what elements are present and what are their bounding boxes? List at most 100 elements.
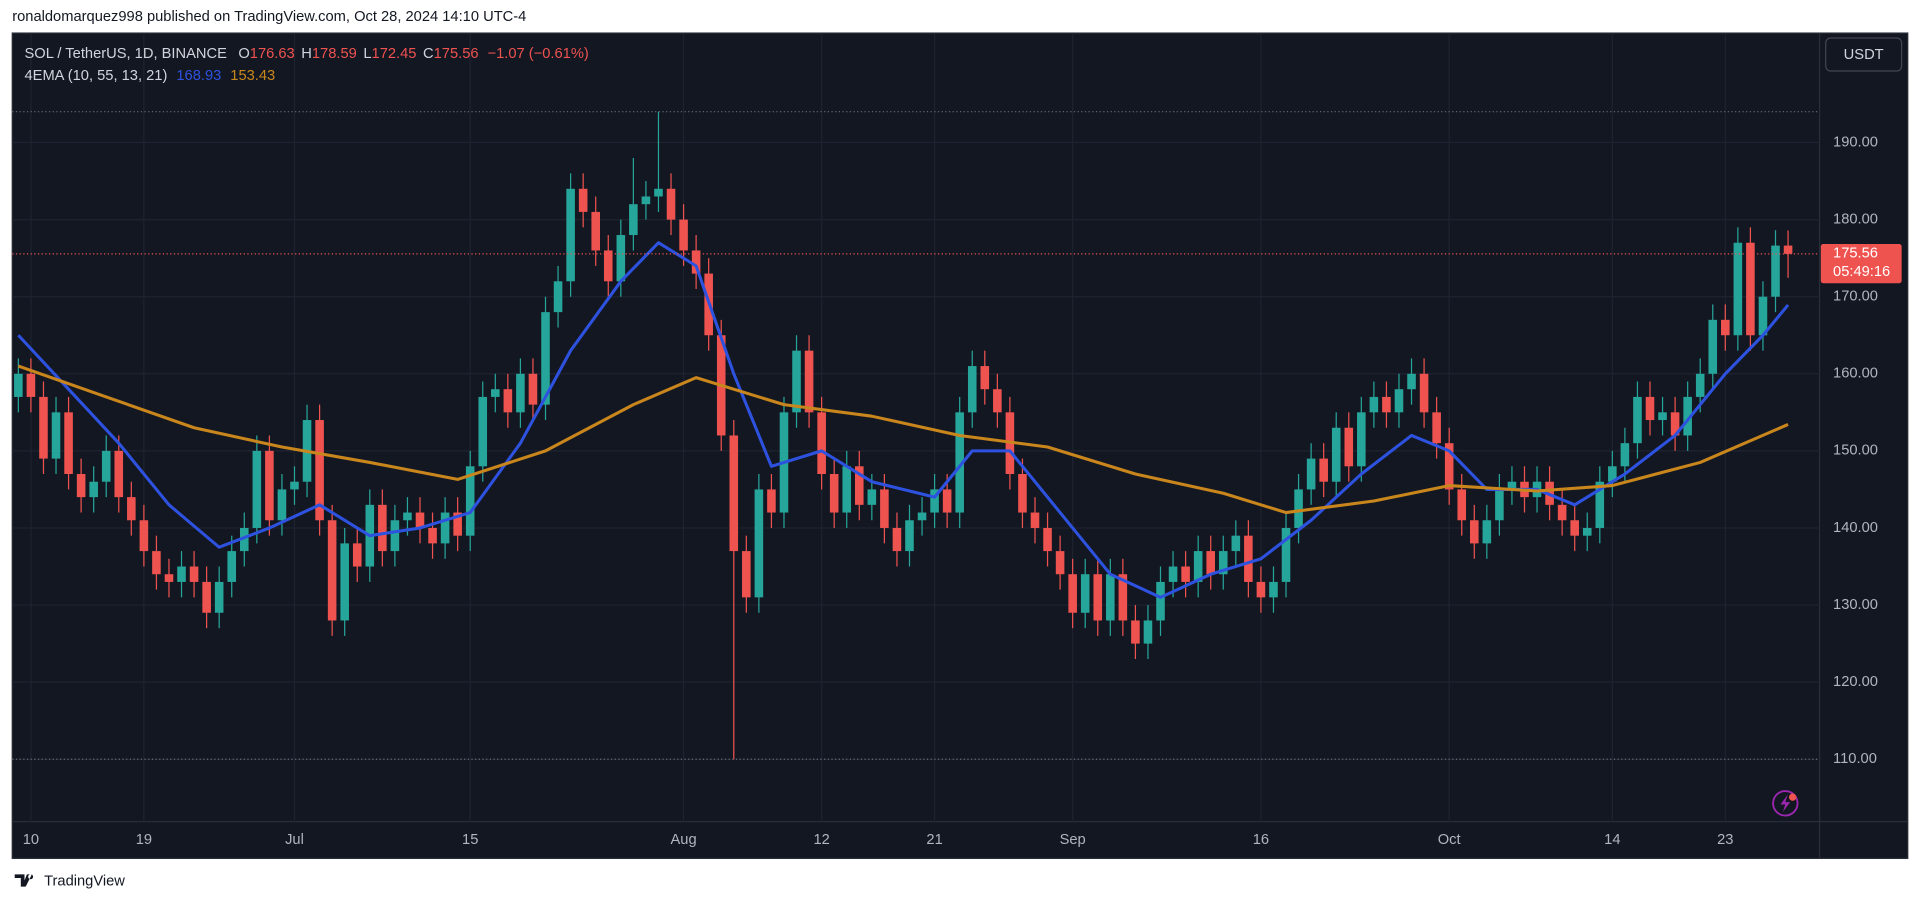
candle-body — [1582, 527, 1592, 536]
ohlc-label: O — [238, 46, 249, 62]
y-tick-label: 130.00 — [1833, 597, 1878, 613]
candle-body — [654, 188, 663, 197]
legend: SOL / TetherUS, 1D, BINANCE O176.63 H178… — [24, 46, 588, 62]
candle-body — [516, 373, 525, 413]
candle-body — [478, 396, 488, 467]
ohlc-value: 178.59 — [312, 46, 357, 62]
candle-body — [729, 435, 739, 552]
candle-body — [829, 474, 839, 513]
candle-body — [1470, 520, 1479, 544]
candle-body — [1457, 489, 1467, 521]
candle-body — [679, 219, 688, 251]
candle-body — [616, 235, 626, 282]
ohlc-value: 172.45 — [372, 46, 417, 62]
candle-body — [1419, 373, 1429, 413]
candle-body — [1758, 296, 1768, 336]
candle-body — [1733, 242, 1743, 336]
candle-body — [1495, 489, 1504, 521]
candle-body — [980, 366, 990, 390]
candle-body — [327, 520, 337, 621]
x-tick-label: Aug — [671, 832, 697, 848]
indicator-legend: 4EMA (10, 55, 13, 21) 168.93 153.43 — [24, 68, 275, 84]
candle-body — [39, 396, 48, 459]
candle-body — [666, 188, 676, 220]
currency[interactable]: USDT — [1844, 47, 1884, 63]
candle-body — [440, 512, 450, 544]
candle-body — [1218, 551, 1228, 575]
candle-body — [214, 581, 224, 613]
y-tick-label: 180.00 — [1833, 211, 1878, 227]
x-tick-label: Sep — [1060, 832, 1086, 848]
ema-line — [17, 364, 1789, 515]
candle-body — [1106, 574, 1115, 621]
countdown: 05:49:16 — [1833, 264, 1890, 280]
price-tag-label: 175.56 — [1833, 246, 1878, 262]
candle-body — [905, 520, 914, 552]
candle-body — [767, 489, 776, 513]
grid — [12, 33, 1820, 822]
candle-body — [14, 373, 23, 397]
candle-body — [1319, 458, 1328, 482]
change: −1.07 (−0.61%) — [488, 46, 589, 62]
candle-body — [1331, 427, 1341, 482]
candle-body — [1294, 489, 1303, 528]
candle-body — [880, 489, 889, 528]
indicator-value: 153.43 — [230, 68, 275, 84]
candle-body — [453, 512, 462, 536]
candle-body — [967, 366, 977, 413]
candle-body — [1407, 373, 1416, 390]
candle-body — [1771, 245, 1780, 297]
marks — [12, 111, 1820, 760]
candle-body — [390, 520, 400, 552]
ohlc-value: 175.56 — [434, 46, 479, 62]
candle-body — [101, 450, 111, 482]
candle-body — [1068, 574, 1077, 613]
candle-body — [942, 489, 952, 513]
y-tick-label: 140.00 — [1833, 520, 1878, 536]
candle-body — [1645, 396, 1655, 421]
candle-body — [804, 350, 814, 413]
symbol: SOL / TetherUS, 1D, BINANCE — [24, 46, 227, 62]
x-tick-label: Jul — [285, 832, 304, 848]
candle-body — [528, 373, 538, 405]
candle-body — [1369, 396, 1379, 413]
candle-body — [1507, 481, 1517, 490]
candle-body — [352, 543, 362, 567]
candle-body — [1444, 443, 1454, 490]
ohlc-label: L — [363, 46, 371, 62]
candle-body — [1080, 574, 1090, 613]
ohlc-label: H — [301, 46, 312, 62]
candle-body — [1231, 535, 1241, 552]
candle-body — [1093, 574, 1103, 621]
x-tick-label: 21 — [926, 832, 942, 848]
y-tick-label: 190.00 — [1833, 134, 1878, 150]
candle-body — [917, 512, 927, 521]
icon[interactable] — [1772, 790, 1799, 817]
candle-body — [1206, 551, 1215, 575]
x-tick-label: 15 — [462, 832, 478, 848]
candle-body — [1281, 527, 1291, 582]
candle-body — [1608, 466, 1617, 482]
candle-body — [817, 412, 826, 475]
ohlc-label: C — [423, 46, 434, 62]
candle-body — [892, 527, 902, 552]
currency-button[interactable] — [1825, 37, 1903, 72]
y-tick-label: 160.00 — [1833, 366, 1878, 382]
candle-body — [1746, 242, 1755, 336]
candle-body — [792, 350, 801, 413]
indicator: 4EMA (10, 55, 13, 21) — [24, 68, 167, 84]
x-tick-label: 10 — [23, 832, 39, 848]
x-tick-label: 12 — [813, 832, 829, 848]
candle-body — [1382, 396, 1391, 413]
candle-body — [1357, 412, 1366, 467]
candle-body — [240, 527, 249, 552]
candle-body — [603, 250, 613, 282]
candle-body — [1708, 319, 1718, 374]
y-tick-label: 150.00 — [1833, 443, 1878, 459]
price-tag — [1820, 244, 1902, 284]
candle-body — [1055, 551, 1065, 575]
candle-body — [202, 581, 211, 613]
candle-body — [1783, 245, 1793, 254]
candle-body — [1394, 389, 1404, 413]
